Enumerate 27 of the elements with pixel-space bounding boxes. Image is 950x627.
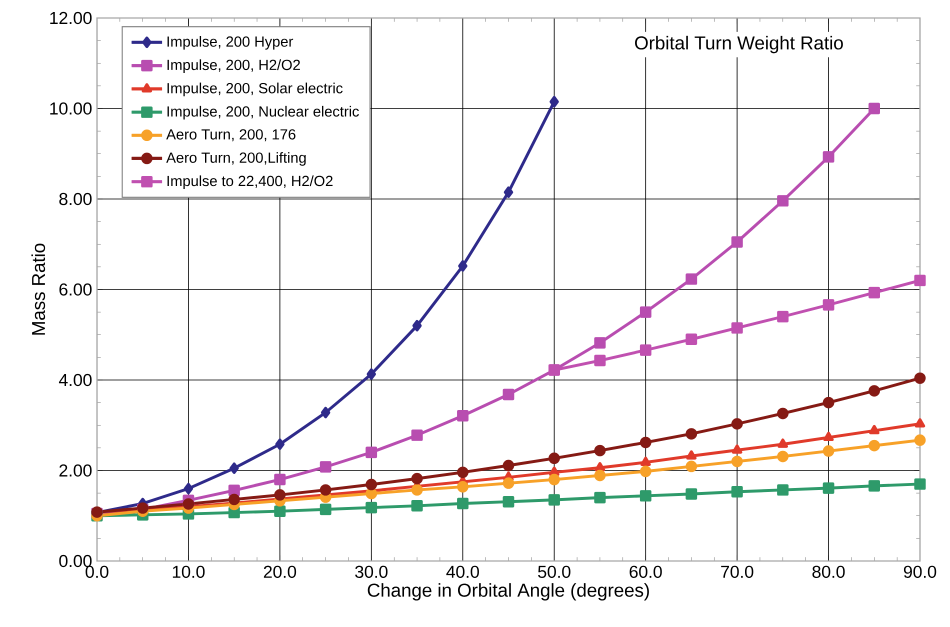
- y-tick-label: 10.00: [50, 102, 92, 115]
- x-tick-label: 40.0: [446, 566, 479, 578]
- y-axis-title: Mass Ratio: [31, 244, 46, 335]
- legend-label: Impulse, 200, Solar electric: [168, 82, 343, 96]
- x-tick-label: 90.0: [904, 566, 936, 578]
- y-tick-label: 0.00: [59, 554, 92, 568]
- legend-label: Aero Turn, 200, 176: [166, 129, 296, 142]
- y-tick-label: 8.00: [59, 192, 92, 206]
- y-tick-label: 4.00: [58, 374, 92, 386]
- x-tick-label: 10.0: [172, 566, 205, 578]
- y-tick-label: 12.00: [50, 12, 92, 24]
- x-axis-title: Change in Orbital Angle (degrees): [368, 583, 649, 601]
- legend-label: Impulse, 200, Nuclear electric: [168, 106, 359, 120]
- x-tick-label: 0.0: [86, 566, 108, 578]
- x-tick-label: 50.0: [538, 566, 570, 578]
- x-tick-label: 30.0: [355, 566, 388, 578]
- y-tick-label: 6.00: [59, 283, 92, 296]
- legend-label: Impulse, 200, H2/O2: [168, 59, 300, 73]
- x-tick-label: 60.0: [630, 566, 662, 578]
- y-tick-label: 2.00: [59, 464, 92, 477]
- legend-label: Aero Turn, 200,Lifting: [166, 152, 306, 166]
- x-tick-label: 70.0: [721, 566, 754, 578]
- legend-label: Impulse to 22,400, H2/O2: [168, 175, 333, 190]
- x-tick-label: 80.0: [812, 566, 845, 578]
- legend-label: Impulse, 200 Hyper: [168, 36, 294, 50]
- text: Orbital Turn Weight Ratio: [635, 36, 843, 54]
- x-tick-label: 20.0: [264, 566, 296, 578]
